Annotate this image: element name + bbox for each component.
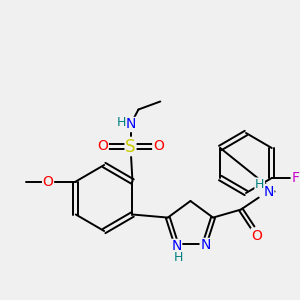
Text: N: N: [171, 239, 182, 254]
Text: N: N: [263, 184, 274, 199]
Text: S: S: [125, 137, 136, 155]
Text: H: H: [255, 178, 264, 191]
Text: N: N: [200, 238, 211, 252]
Text: H: H: [174, 251, 183, 264]
Text: N: N: [125, 118, 136, 131]
Text: O: O: [43, 175, 53, 188]
Text: H: H: [117, 116, 126, 129]
Text: O: O: [97, 140, 108, 154]
Text: O: O: [251, 229, 262, 243]
Text: F: F: [292, 171, 300, 185]
Text: O: O: [153, 140, 164, 154]
